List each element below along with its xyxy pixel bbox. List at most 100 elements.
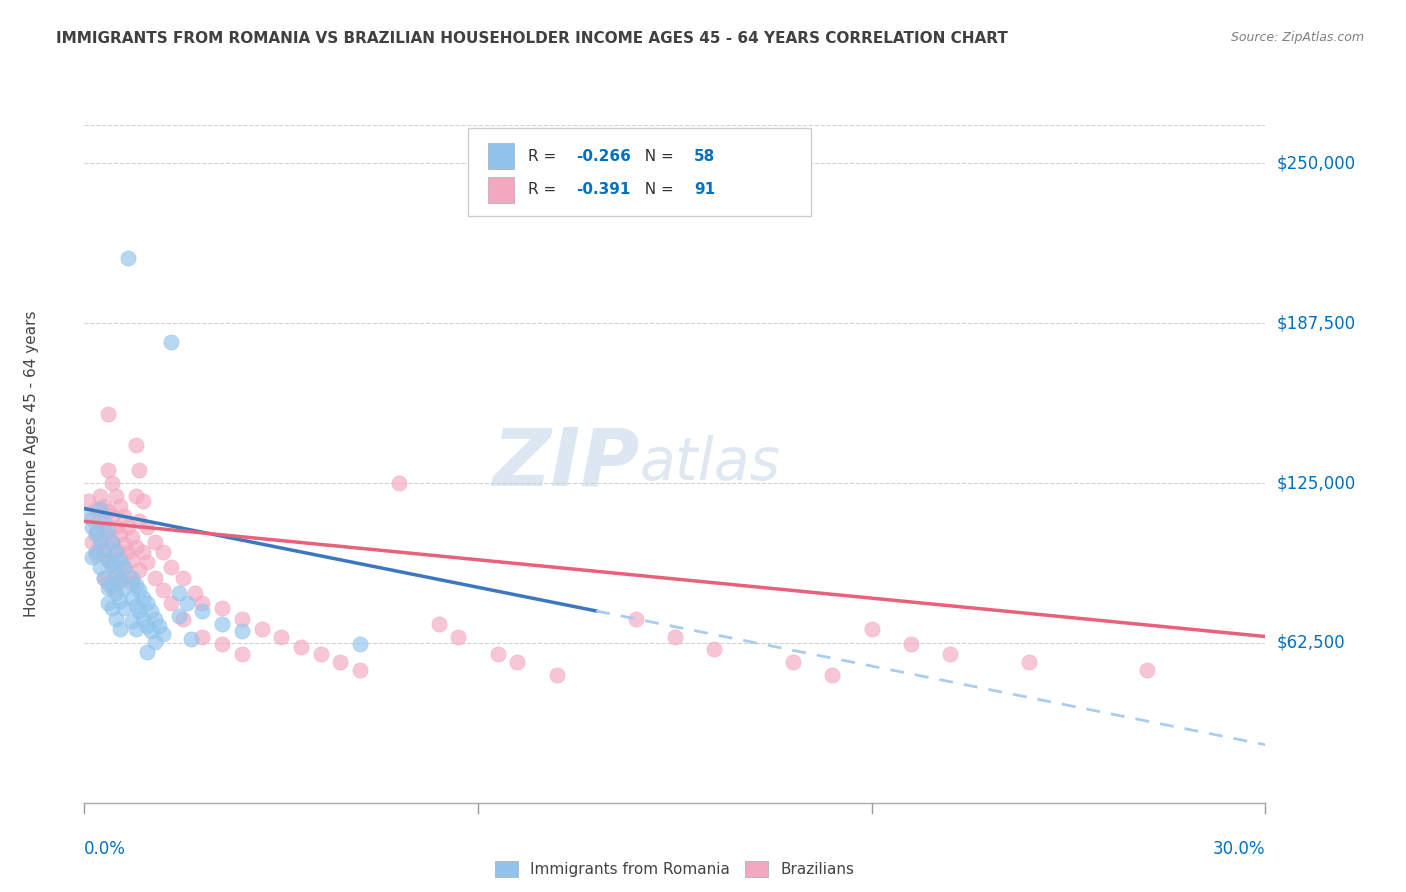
FancyBboxPatch shape (488, 178, 515, 202)
Point (97, 596, 120, 610)
Point (152, 627, 174, 641)
Point (117, 545, 139, 559)
Point (546, 668, 568, 682)
Point (82, 550, 104, 565)
Point (136, 619, 159, 633)
Point (447, 630, 470, 644)
Point (104, 566, 127, 580)
Point (82, 512, 104, 526)
Point (101, 581, 124, 595)
FancyBboxPatch shape (488, 144, 515, 169)
Point (101, 558, 124, 572)
Point (136, 519, 159, 533)
Point (97, 504, 120, 518)
Point (93, 522, 115, 536)
Text: Source: ZipAtlas.com: Source: ZipAtlas.com (1230, 31, 1364, 45)
Point (93, 545, 115, 559)
Point (128, 563, 150, 577)
Text: ZIP: ZIP (492, 425, 640, 503)
Text: $250,000: $250,000 (1277, 154, 1355, 172)
Point (132, 494, 155, 508)
Point (141, 624, 163, 639)
Point (104, 545, 127, 559)
Point (231, 648, 253, 662)
Point (132, 612, 155, 626)
Point (82, 534, 104, 549)
Point (104, 586, 127, 600)
Point (160, 560, 183, 574)
Point (84, 527, 107, 541)
Point (143, 634, 166, 648)
Text: R =: R = (529, 183, 561, 197)
FancyBboxPatch shape (468, 128, 811, 217)
Point (77, 507, 100, 521)
Text: atlas: atlas (640, 435, 780, 492)
Point (1136, 663, 1159, 677)
Point (900, 637, 922, 651)
Point (121, 553, 143, 567)
Point (84, 524, 107, 539)
Point (132, 545, 155, 559)
Point (132, 591, 155, 606)
Point (101, 578, 124, 592)
Point (172, 571, 194, 585)
Point (486, 648, 509, 662)
Point (117, 519, 139, 533)
Point (112, 560, 135, 574)
Point (97, 522, 120, 536)
Point (231, 612, 253, 626)
Point (231, 624, 253, 639)
Point (136, 645, 159, 659)
Point (97, 553, 120, 567)
Point (183, 586, 205, 600)
Text: 0.0%: 0.0% (84, 840, 127, 858)
Point (349, 637, 371, 651)
Point (108, 593, 131, 607)
Point (101, 534, 124, 549)
Point (141, 604, 163, 618)
Point (93, 571, 115, 585)
Point (89, 501, 111, 516)
Point (108, 550, 131, 565)
Point (167, 609, 190, 624)
Point (290, 640, 312, 654)
Point (250, 622, 273, 636)
Point (152, 583, 174, 598)
Point (84, 501, 107, 516)
Point (821, 668, 844, 682)
Point (172, 612, 194, 626)
Point (97, 575, 120, 590)
Text: -0.266: -0.266 (575, 149, 630, 163)
Text: R =: R = (529, 149, 561, 163)
Point (143, 571, 166, 585)
Text: N =: N = (634, 183, 678, 197)
Point (89, 515, 111, 529)
Point (112, 601, 135, 615)
Point (128, 583, 150, 598)
Point (89, 560, 111, 574)
Point (939, 648, 962, 662)
Point (108, 499, 131, 513)
Point (148, 619, 170, 633)
Text: Householder Income Ages 45 - 64 years: Householder Income Ages 45 - 64 years (24, 310, 39, 617)
Point (180, 632, 202, 646)
Point (160, 335, 183, 350)
Point (84, 548, 107, 562)
Point (89, 533, 111, 547)
Point (93, 542, 115, 557)
Point (143, 534, 166, 549)
Point (97, 553, 120, 567)
Point (84, 545, 107, 559)
Point (160, 596, 183, 610)
Point (427, 616, 450, 631)
Point (860, 622, 883, 636)
Point (104, 568, 127, 582)
Point (388, 476, 411, 491)
Point (124, 489, 146, 503)
Text: -0.391: -0.391 (575, 183, 630, 197)
Point (89, 537, 111, 551)
Point (93, 515, 115, 529)
Point (108, 527, 131, 541)
Point (270, 630, 292, 644)
Point (108, 553, 131, 567)
